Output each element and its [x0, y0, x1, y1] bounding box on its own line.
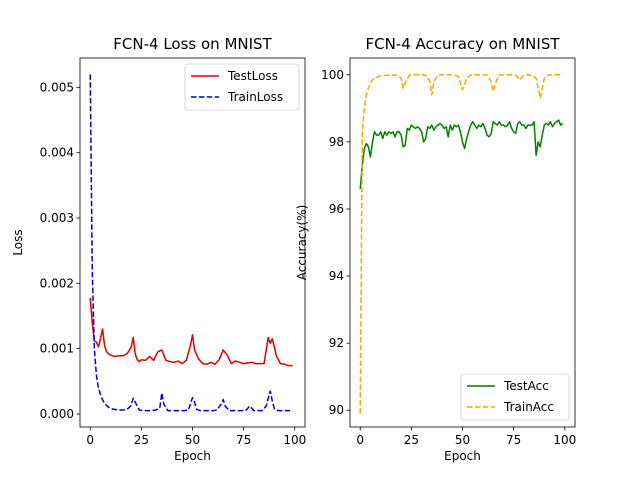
- y-tick-label: 96: [329, 202, 344, 216]
- y-tick-label: 0.002: [40, 276, 74, 290]
- x-tick-label: 0: [86, 433, 94, 447]
- x-tick-label: 25: [134, 433, 149, 447]
- series-group: [359, 74, 564, 414]
- y-axis-label: Loss: [11, 229, 25, 255]
- y-tick-label: 100: [321, 68, 344, 82]
- chart-title: FCN-4 Accuracy on MNIST: [365, 35, 560, 53]
- x-tick-label: 25: [404, 433, 419, 447]
- series-group: [89, 74, 293, 412]
- x-tick-label: 50: [455, 433, 470, 447]
- series-line-trainacc: [359, 74, 563, 414]
- y-tick-label: 0.003: [40, 211, 74, 225]
- y-tick-label: 94: [329, 269, 344, 283]
- x-tick-label: 75: [236, 433, 251, 447]
- accuracy-chart: FCN-4 Accuracy on MNIST 0 25 50 75 100 90 92 94 9…: [295, 35, 576, 463]
- series-line-testloss: [89, 297, 293, 367]
- x-tick-label: 75: [506, 433, 521, 447]
- x-axis-label: Epoch: [444, 449, 481, 463]
- y-tick-label: 98: [329, 135, 344, 149]
- legend-label-testacc: TestAcc: [503, 379, 549, 393]
- y-tick-label: 0.000: [40, 407, 74, 421]
- y-axis-label: Accuracy(%): [295, 205, 309, 281]
- legend-label-trainloss: TrainLoss: [227, 90, 283, 104]
- legend: TestLoss TrainLoss: [184, 63, 300, 111]
- legend: TestAcc TrainAcc: [460, 373, 570, 421]
- legend-label-trainacc: TrainAcc: [503, 400, 554, 414]
- chart-title: FCN-4 Loss on MNIST: [113, 35, 272, 53]
- y-tick-label: 0.005: [40, 80, 74, 94]
- series-line-testacc: [359, 119, 564, 189]
- series-line-trainloss: [89, 74, 293, 412]
- x-axis-label: Epoch: [174, 449, 211, 463]
- y-tick-label: 0.001: [40, 342, 74, 356]
- y-tick-label: 0.004: [40, 146, 74, 160]
- x-tick-label: 0: [356, 433, 364, 447]
- y-tick-label: 90: [329, 403, 344, 417]
- legend-label-testloss: TestLoss: [227, 69, 278, 83]
- x-tick-label: 50: [185, 433, 200, 447]
- x-tick-label: 100: [283, 433, 306, 447]
- x-tick-label: 100: [553, 433, 576, 447]
- y-tick-label: 92: [329, 336, 344, 350]
- loss-chart: FCN-4 Loss on MNIST 0 25 50 75 100 0.000 0.001 0…: [11, 35, 306, 463]
